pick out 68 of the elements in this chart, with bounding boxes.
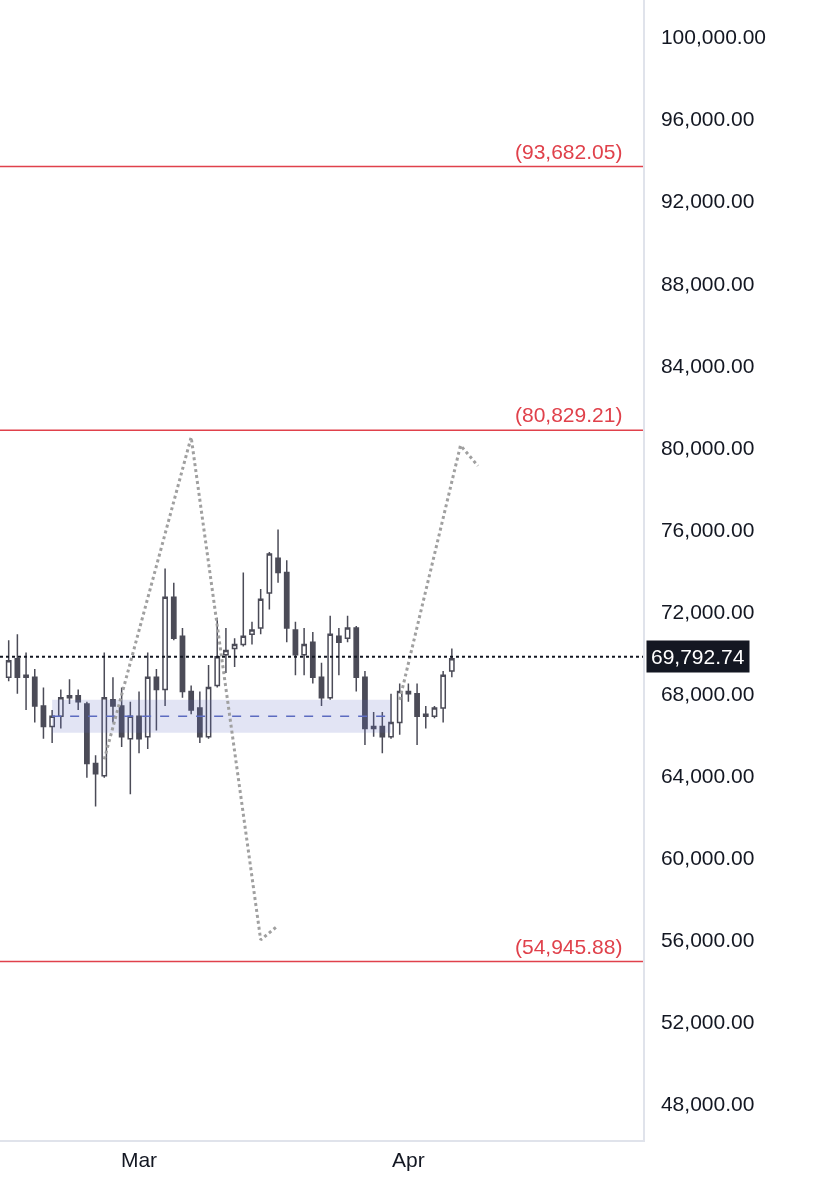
candlestick	[84, 701, 90, 779]
candlestick	[231, 637, 238, 668]
candlestick	[162, 567, 168, 707]
candlestick	[92, 754, 99, 808]
candlestick	[144, 651, 151, 750]
y-tick-label: 96,000.00	[660, 107, 755, 131]
candlestick	[396, 682, 403, 736]
y-tick-label: 64,000.00	[660, 764, 755, 788]
y-tick-label: 80,000.00	[660, 435, 755, 459]
y-tick-label: 48,000.00	[660, 1092, 755, 1116]
candlestick	[327, 614, 334, 701]
candlestick	[196, 690, 203, 744]
y-tick-label: 56,000.00	[660, 928, 755, 952]
y-tick-label: 60,000.00	[660, 846, 755, 870]
candlestick	[118, 686, 125, 748]
candlestick	[318, 662, 325, 707]
candlestick	[23, 651, 29, 711]
candlestick	[353, 625, 360, 693]
ref-line-label: 69,792.74	[651, 645, 745, 668]
candlestick	[110, 676, 116, 724]
candlestick	[5, 639, 12, 683]
y-tick-label: 68,000.00	[660, 682, 755, 705]
candlestick	[57, 688, 64, 730]
x-tick-label: Apr	[392, 1147, 425, 1171]
candlestick	[188, 684, 195, 715]
candlestick	[223, 627, 229, 674]
candlestick	[362, 670, 368, 746]
candlestick	[170, 582, 177, 642]
y-tick-label: 52,000.00	[660, 1010, 755, 1034]
candlestick	[127, 701, 134, 795]
y-tick-label: 76,000.00	[660, 517, 755, 541]
candlestick	[153, 668, 160, 732]
y-tick-label: 100,000.00	[660, 25, 767, 49]
candlestick	[66, 678, 73, 705]
candlestick	[440, 670, 447, 724]
y-tick-label: 72,000.00	[660, 599, 755, 623]
candlestick	[292, 621, 299, 676]
candlestick	[31, 668, 38, 724]
candlestick	[379, 711, 386, 754]
candlestick	[448, 647, 455, 678]
x-tick-label: Mar	[120, 1147, 158, 1171]
candlestick	[283, 559, 290, 644]
candlestick	[301, 627, 307, 676]
candlestick	[336, 627, 342, 676]
candlestick	[136, 690, 142, 754]
ref-line-label: (93,682.05)	[515, 140, 623, 163]
candlestick	[414, 682, 420, 746]
candlestick	[257, 588, 264, 635]
y-tick-label: 88,000.00	[660, 271, 755, 295]
candlestick	[422, 705, 429, 730]
ref-line-label: (80,829.21)	[515, 403, 623, 426]
ref-line-label: (54,945.88)	[515, 935, 623, 958]
candlestick	[388, 692, 394, 740]
candlestick	[249, 621, 255, 646]
y-tick-label: 92,000.00	[660, 189, 755, 213]
candlestick	[266, 551, 273, 611]
candlestick	[14, 633, 21, 695]
candlestick	[75, 688, 82, 711]
candlestick	[49, 709, 56, 744]
candlestick	[275, 528, 281, 584]
candlestick	[309, 631, 316, 685]
candlestick	[240, 571, 247, 648]
y-tick-label: 84,000.00	[660, 353, 755, 377]
candlestick	[370, 711, 377, 738]
candlestick	[101, 651, 108, 779]
candlestick	[40, 686, 47, 740]
candlestick	[344, 614, 351, 644]
candlestick	[405, 682, 412, 703]
